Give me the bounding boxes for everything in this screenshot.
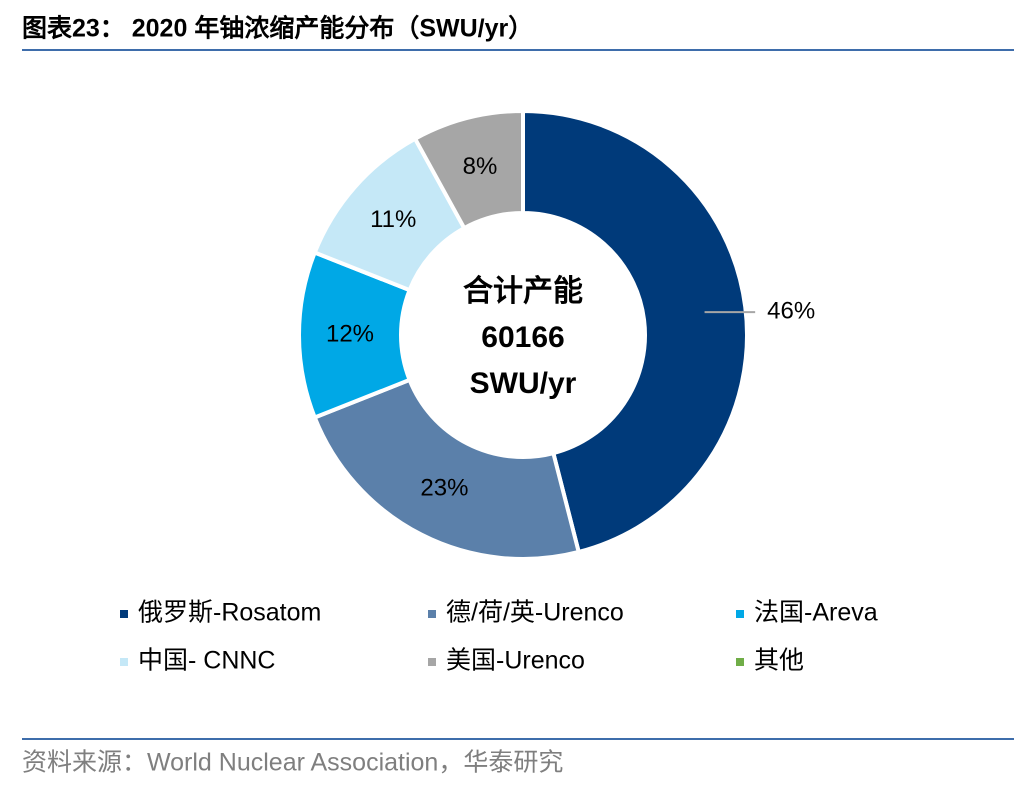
legend-label: 俄罗斯-Rosatom [138,599,321,627]
data-label: 8% [463,153,498,180]
data-label: 12% [326,320,374,347]
donut: 46% 23% 12% 11% 8% [297,108,815,561]
source: 资料来源：World Nuclear Association，华泰研究 [22,749,563,777]
legend-swatch [120,610,128,618]
legend-swatch [736,658,744,666]
legend-swatch [736,610,744,618]
legend-swatch [428,658,436,666]
legend-label: 法国-Areva [754,599,878,627]
center-total: 60166 [481,321,564,354]
data-label: 23% [420,474,468,501]
legend-label: 德/荷/英-Urenco [446,599,624,627]
chart-title: 图表23： 2020 年铀浓缩产能分布（SWU/yr） [22,14,533,43]
slice [312,377,582,561]
legend-swatch [120,658,128,666]
data-label: 11% [370,206,416,233]
legend-swatch [428,610,436,618]
legend-label: 中国- CNNC [138,647,276,675]
legend-label: 其他 [754,647,804,675]
center-title: 合计产能 [463,274,583,308]
data-label: 46% [767,297,815,324]
legend: 俄罗斯-Rosatom 德/荷/英-Urenco 法国-Areva 中国- CNNC 美… [120,599,878,675]
slice [521,108,749,555]
center-unit: SWU/yr [470,367,577,400]
legend-label: 美国-Urenco [446,647,585,675]
